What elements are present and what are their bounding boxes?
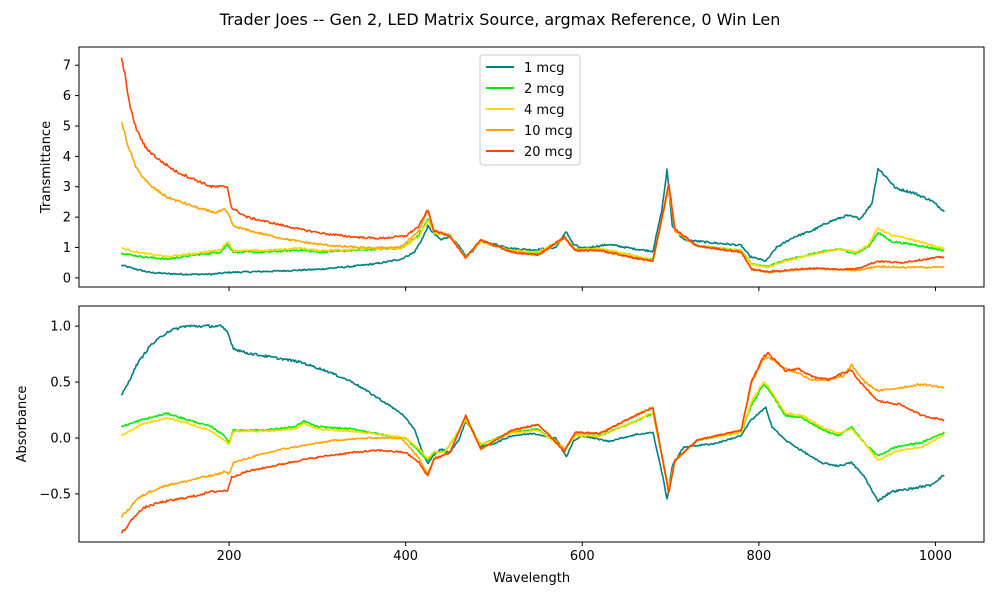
- y-tick-label: 0.5: [50, 376, 71, 391]
- series-line-4-mcg: [121, 187, 945, 269]
- y-tick-label: 0.0: [50, 431, 71, 446]
- x-tick-label: 1000: [919, 549, 952, 564]
- y-axis-label: Absorbance: [15, 386, 30, 463]
- series-group: [120, 324, 945, 534]
- series-line-1-mcg: [120, 324, 945, 503]
- legend-label: 4 mcg: [524, 103, 564, 118]
- y-tick-label: 2: [63, 211, 71, 226]
- y-axis-label: Transmittance: [39, 121, 54, 214]
- legend-box: [479, 54, 581, 166]
- y-tick-label: 7: [63, 59, 71, 74]
- series-line-4-mcg: [120, 381, 945, 489]
- x-axis-label: Wavelength: [493, 571, 570, 586]
- x-tick-label: 600: [570, 549, 595, 564]
- y-tick-label: 1.0: [50, 320, 71, 335]
- legend-label: 20 mcg: [524, 145, 573, 160]
- x-tick-label: 400: [393, 549, 418, 564]
- legend-label: 1 mcg: [524, 61, 564, 76]
- y-tick-label: 0: [63, 271, 71, 286]
- y-tick-label: 5: [63, 119, 71, 134]
- axes-frame: [78, 46, 985, 288]
- y-tick-label: −0.5: [39, 487, 71, 502]
- series-line-10-mcg: [120, 356, 945, 518]
- series-line-20-mcg: [120, 351, 945, 534]
- axes-frame: [78, 305, 985, 543]
- y-tick-label: 4: [63, 150, 71, 165]
- y-tick-label: 3: [63, 180, 71, 195]
- series-group: [120, 57, 945, 276]
- legend-label: 10 mcg: [524, 124, 573, 139]
- y-tick-label: 6: [63, 89, 71, 104]
- y-tick-label: 1: [63, 241, 71, 256]
- x-tick-label: 800: [746, 549, 771, 564]
- series-line-20-mcg: [120, 57, 945, 273]
- x-tick-label: 200: [217, 549, 242, 564]
- figure-title: Trader Joes -- Gen 2, LED Matrix Source,…: [219, 10, 781, 29]
- legend-label: 2 mcg: [524, 82, 564, 97]
- legend: 1 mcg 2 mcg 4 mcg 10 mcg 20 mcg: [479, 54, 581, 166]
- series-line-1-mcg: [120, 167, 945, 276]
